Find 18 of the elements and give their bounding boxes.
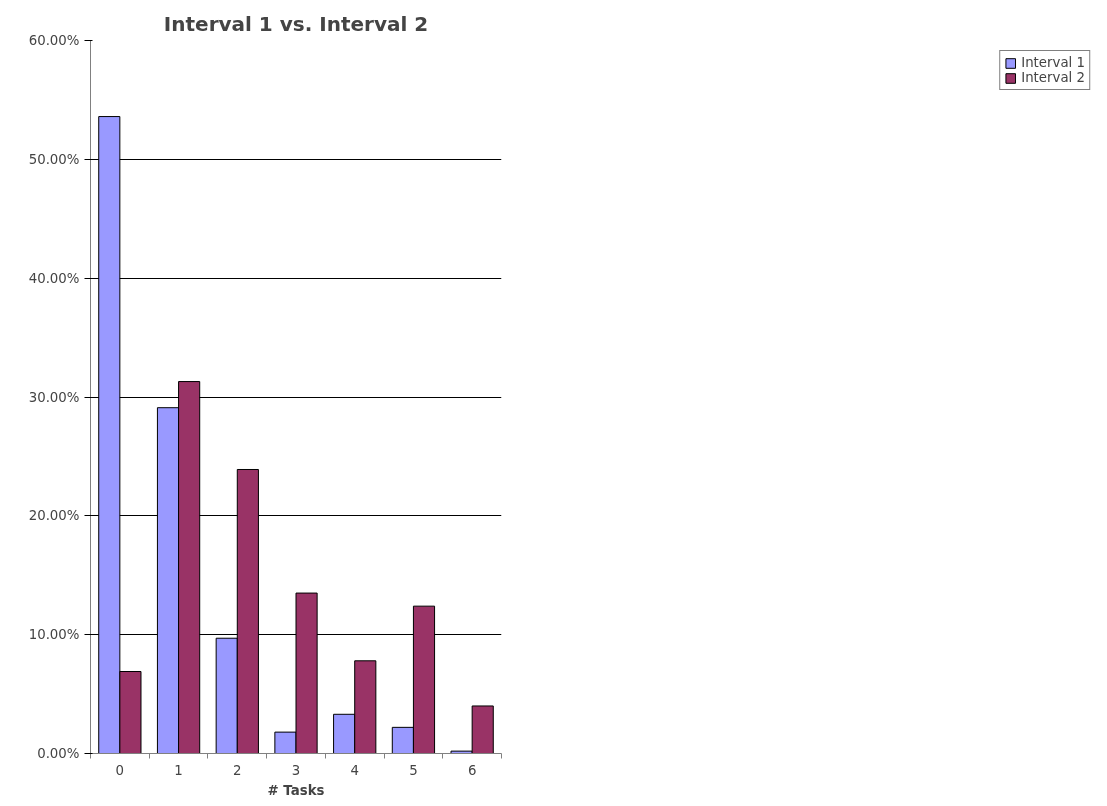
legend-label: Interval 1 bbox=[1021, 55, 1085, 70]
y-tick-label: 10.00% bbox=[28, 627, 80, 643]
legend-label: Interval 2 bbox=[1021, 70, 1085, 85]
x-tick-label: 4 bbox=[350, 762, 359, 778]
y-tick-label: 30.00% bbox=[28, 389, 80, 405]
x-tick-label: 6 bbox=[467, 762, 477, 778]
y-tick-label: 0.00% bbox=[37, 746, 80, 761]
y-tick-label: 20.00% bbox=[28, 508, 80, 524]
x-tick-label: 3 bbox=[291, 762, 301, 778]
x-tick-label: 1 bbox=[174, 762, 183, 778]
y-tick-label: 60.00% bbox=[28, 33, 80, 48]
y-tick-label: 40.00% bbox=[28, 270, 80, 286]
y-tick-label: 50.00% bbox=[28, 151, 80, 167]
chart-title: Interval 1 vs. Interval 2 bbox=[163, 11, 429, 36]
x-axis-title: # Tasks bbox=[267, 782, 325, 798]
x-tick-label: 5 bbox=[409, 762, 418, 778]
x-tick-label: 0 bbox=[115, 762, 125, 778]
x-tick-label: 2 bbox=[233, 762, 242, 778]
